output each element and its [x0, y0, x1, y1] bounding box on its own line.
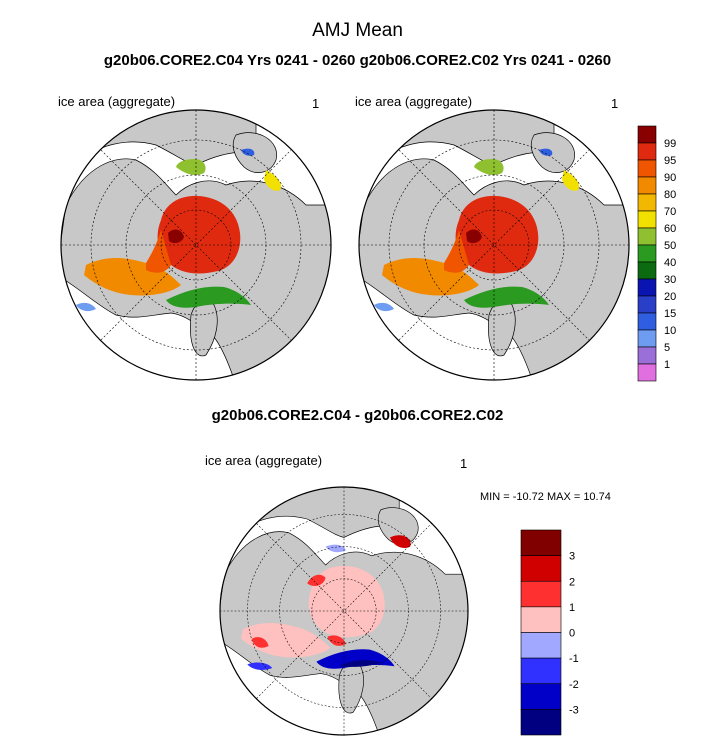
panel-diff-label: ice area (aggregate): [205, 453, 323, 468]
map-panel-c04: [61, 110, 331, 380]
colorbar-ice-swatch: [637, 159, 657, 178]
colorbar-ice-swatch: [637, 244, 657, 263]
colorbar-ice-tick-label: 30: [664, 274, 676, 286]
colorbar-diff-swatch: [520, 683, 562, 710]
colorbar-diff-tick-label: -3: [569, 704, 579, 716]
colorbar-ice-swatch: [637, 312, 657, 331]
colorbar-diff-tick-label: -2: [569, 679, 579, 691]
figure-subtitle: g20b06.CORE2.C04 Yrs 0241 - 0260 g20b06.…: [103, 52, 612, 69]
colorbar-ice-tick-label: 99: [664, 138, 676, 150]
colorbar-ice-tick-label: 50: [664, 240, 676, 252]
panel-diff-number: 1: [460, 456, 468, 471]
colorbar-diff-swatch: [520, 657, 562, 685]
colorbar-diff: -3 -2 -1 0 1 2 3: [520, 529, 579, 736]
colorbar-ice-tick-label: 20: [664, 291, 676, 303]
colorbar-ice-swatch: [637, 193, 657, 212]
colorbar-ice-swatch: [637, 210, 657, 229]
map-border-diff: [219, 486, 469, 736]
diff-min-max: MIN = -10.72 MAX = 10.74: [480, 491, 611, 503]
colorbar-diff-tick-label: 1: [569, 602, 575, 614]
colorbar-ice-tick-label: 15: [664, 308, 676, 320]
colorbar-diff-tick-label: 3: [569, 551, 575, 563]
colorbar-diff-swatch: [520, 632, 562, 659]
colorbar-ice-swatch: [637, 176, 657, 195]
colorbar-ice-tick-label: 40: [664, 257, 676, 269]
colorbar-diff-swatch: [520, 606, 562, 633]
panel-c02-label: ice area (aggregate): [355, 94, 473, 109]
colorbar-diff-tick-label: 2: [569, 576, 575, 588]
map-border-c04: [60, 109, 332, 381]
colorbar-ice-swatch: [637, 329, 657, 348]
map-border-c02: [358, 109, 630, 381]
colorbar-ice-swatch: [637, 363, 657, 382]
map-panel-diff: [220, 487, 468, 735]
colorbar-ice-swatch: [637, 278, 657, 297]
colorbar-ice-tick-label: 10: [664, 325, 676, 337]
panel-c04-number: 1: [312, 96, 320, 111]
colorbar-diff-swatch: [520, 709, 562, 736]
colorbar-diff-swatch: [520, 580, 562, 608]
colorbar-ice-swatch: [637, 142, 657, 161]
colorbar-ice-swatch: [637, 346, 657, 365]
colorbar-ice-swatch: [637, 125, 657, 144]
colorbar-ice-swatch: [637, 227, 657, 246]
diff-title: g20b06.CORE2.C04 - g20b06.CORE2.C02: [211, 407, 504, 424]
colorbar-ice-swatch: [637, 261, 657, 280]
map-panel-c02: [359, 110, 629, 380]
colorbar-ice-swatch: [637, 295, 657, 314]
colorbar-ice-tick-label: 80: [664, 189, 676, 201]
figure-title: AMJ Mean: [312, 20, 403, 41]
panel-c02-number: 1: [611, 96, 619, 111]
colorbar-ice-tick-label: 70: [664, 206, 676, 218]
colorbar-diff-tick-label: -1: [569, 653, 579, 665]
colorbar-ice-tick-label: 5: [664, 342, 670, 354]
colorbar-ice-tick-label: 60: [664, 223, 676, 235]
colorbar-diff-swatch: [520, 529, 562, 556]
colorbar-ice-tick-label: 1: [664, 359, 670, 371]
colorbar-ice-tick-label: 95: [664, 155, 676, 167]
colorbar-ice-tick-label: 90: [664, 172, 676, 184]
colorbar-diff-swatch: [520, 555, 562, 582]
colorbar-diff-tick-label: 0: [569, 628, 575, 640]
panel-c04-label: ice area (aggregate): [58, 94, 176, 109]
